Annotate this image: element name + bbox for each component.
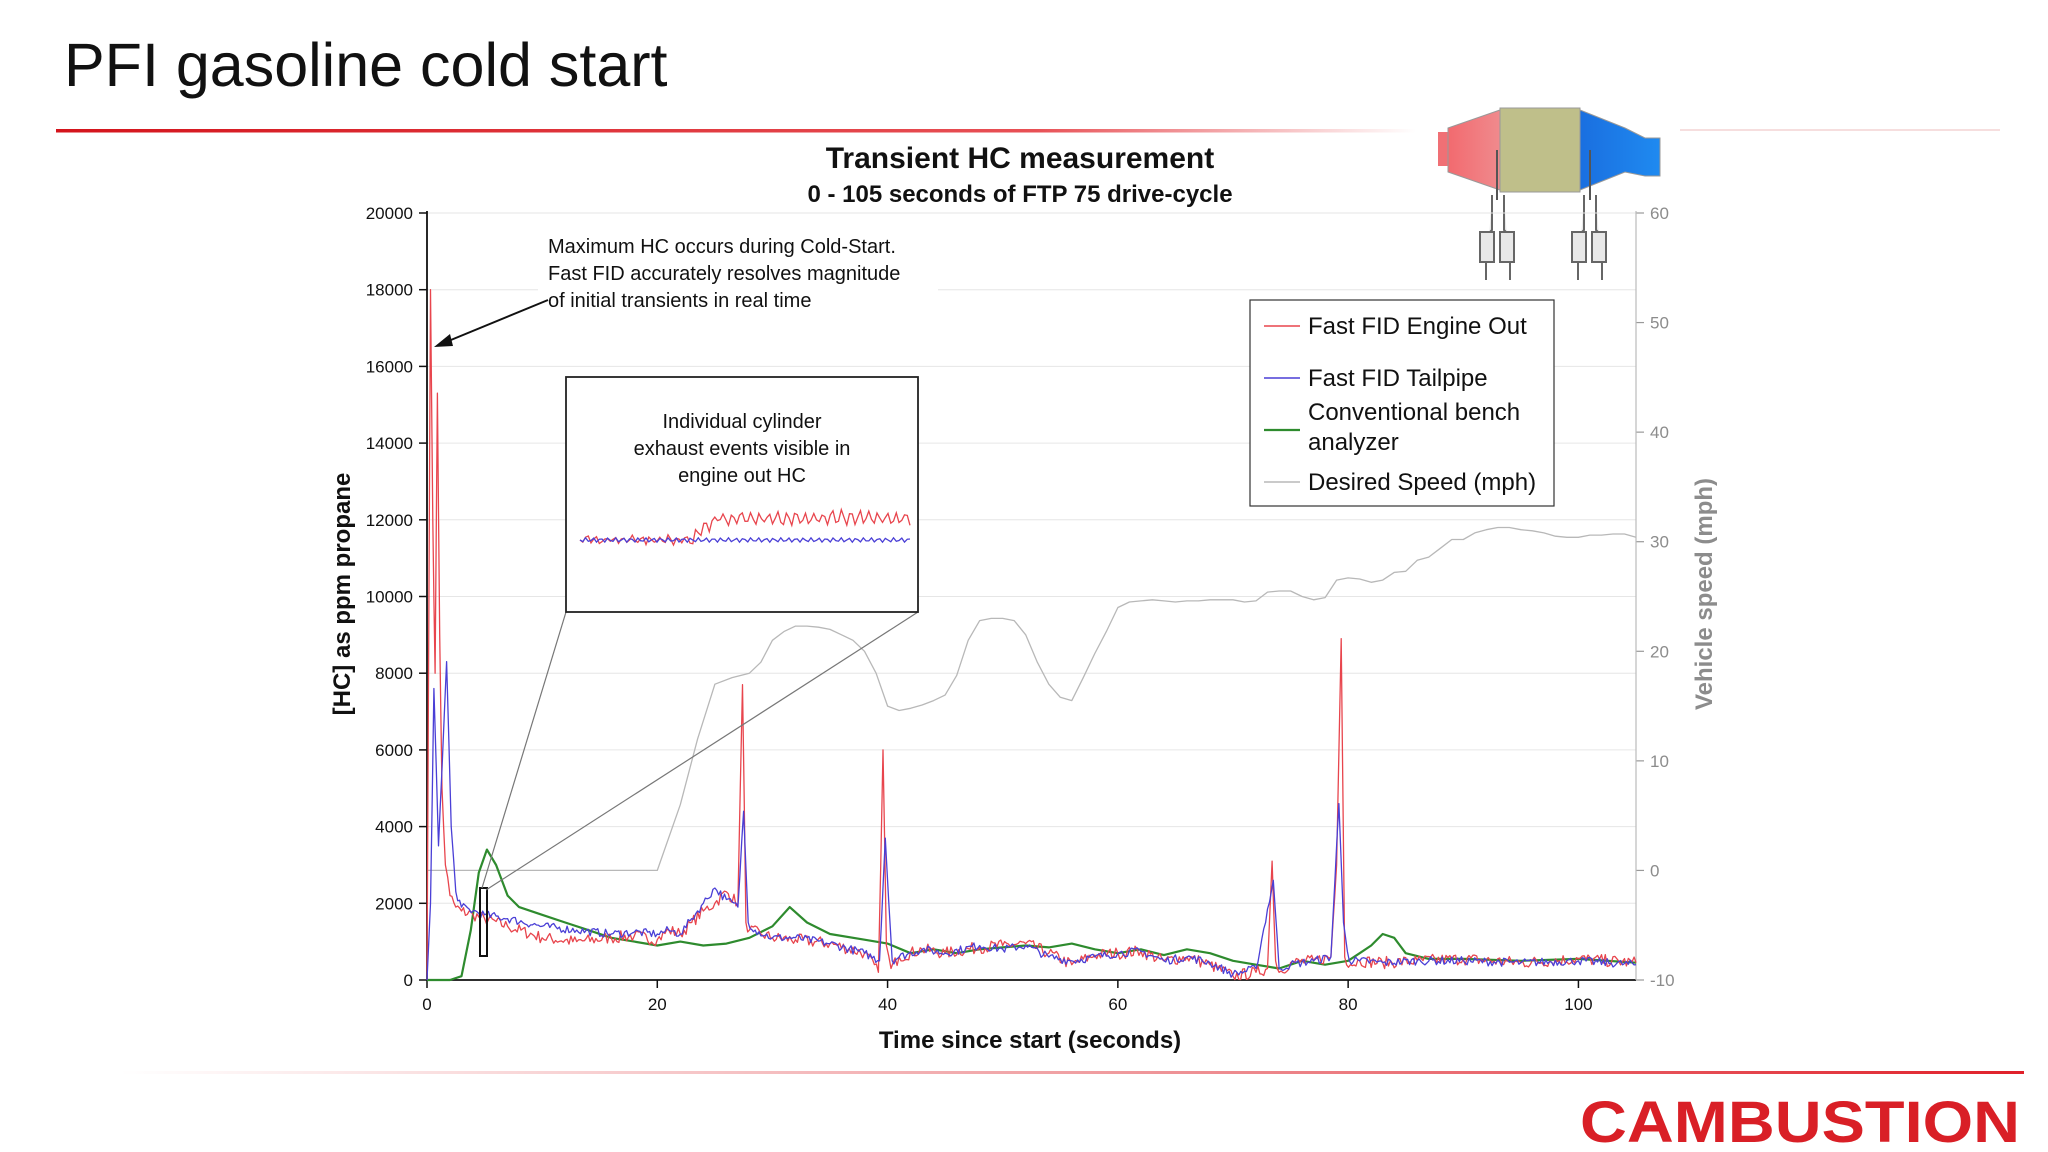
y2-tick-label: -10 — [1650, 971, 1675, 990]
chart-subtitle: 0 - 105 seconds of FTP 75 drive-cycle — [807, 181, 1232, 208]
legend-label-engine-out: Fast FID Engine Out — [1308, 313, 1527, 340]
annotation-arrow — [445, 299, 549, 343]
x-tick-label: 20 — [648, 995, 667, 1014]
y-tick-label: 6000 — [375, 741, 413, 760]
series-line-conventional-bench-analyzer — [427, 848, 1637, 982]
series-line-fast-fid-engine-out — [426, 289, 1637, 981]
logo-wordmark: CAMBUSTION — [1580, 1090, 2020, 1152]
y2-tick-label: 10 — [1650, 752, 1669, 771]
x-tick-label: 40 — [878, 995, 897, 1014]
y2-tick-label: 20 — [1650, 642, 1669, 661]
legend-item-tailpipe: Fast FID Tailpipe — [1264, 365, 1488, 392]
legend-item-bench-analyzer: Conventional bench analyzer — [1264, 399, 1520, 456]
legend-item-desired-speed: Desired Speed (mph) — [1264, 469, 1536, 496]
footer-rule — [120, 1071, 2024, 1074]
legend-item-engine-out: Fast FID Engine Out — [1264, 313, 1527, 340]
slide-title: PFI gasoline cold start — [64, 31, 668, 99]
y2-tick-label: 60 — [1650, 204, 1669, 223]
annotation-line-1: Maximum HC occurs during Cold-Start. — [548, 236, 896, 258]
legend-label-tailpipe: Fast FID Tailpipe — [1308, 365, 1488, 392]
x-tick-label: 100 — [1564, 995, 1592, 1014]
annotation-line-2: Fast FID accurately resolves magnitude — [548, 263, 900, 285]
legend: Fast FID Engine Out Fast FID Tailpipe Co… — [1249, 299, 1555, 507]
series-line-desired-speed-mph- — [427, 526, 1637, 872]
y2-tick-label: 0 — [1650, 861, 1659, 880]
y2-tick-label: 30 — [1650, 533, 1669, 552]
y-tick-label: 4000 — [375, 818, 413, 837]
series-line-fast-fid-tailpipe — [426, 661, 1637, 981]
y2-tick-label: 40 — [1650, 423, 1669, 442]
cambustion-logo: CAMBUSTION — [1580, 1090, 2020, 1152]
y-tick-label: 8000 — [375, 664, 413, 683]
y-tick-label: 18000 — [366, 281, 413, 300]
inset-engine-out-trace — [579, 507, 911, 547]
y-tick-label: 20000 — [366, 204, 413, 223]
y-axis-label: [HC] as ppm propane — [329, 473, 356, 716]
x-axis-label: Time since start (seconds) — [879, 1027, 1181, 1054]
legend-label-desired-speed: Desired Speed (mph) — [1308, 469, 1536, 496]
annotation-line-3: of initial transients in real time — [548, 290, 811, 312]
inset-tailpipe-trace — [579, 536, 911, 544]
y-tick-label: 10000 — [366, 588, 413, 607]
inset-box — [565, 376, 919, 613]
y2-axis-label: Vehicle speed (mph) — [1691, 478, 1718, 710]
legend-label-bench-analyzer: Conventional bench analyzer — [1308, 399, 1520, 456]
y2-tick-label: 50 — [1650, 314, 1669, 333]
cold-start-annotation: Maximum HC occurs during Cold-Start. Fas… — [434, 228, 938, 347]
y-tick-label: 0 — [404, 971, 413, 990]
y-tick-label: 16000 — [366, 357, 413, 376]
x-tick-label: 0 — [422, 995, 431, 1014]
inset-text-1: Individual cylinder — [663, 411, 822, 433]
y-tick-label: 12000 — [366, 511, 413, 530]
chart-title: Transient HC measurement — [826, 142, 1214, 175]
series-lines — [426, 289, 1637, 982]
inset-text-2: exhaust events visible in — [634, 438, 851, 460]
title-rule-tail — [1680, 129, 2000, 131]
zoom-callout: Individual cylinder exhaust events visib… — [479, 376, 919, 957]
x-tick-label: 60 — [1108, 995, 1127, 1014]
inset-text-3: engine out HC — [678, 465, 806, 487]
y-tick-label: 14000 — [366, 434, 413, 453]
title-rule — [56, 129, 1416, 133]
legend-box — [1249, 299, 1555, 507]
zoom-source-box — [479, 887, 488, 957]
x-tick-label: 80 — [1339, 995, 1358, 1014]
y-tick-label: 2000 — [375, 894, 413, 913]
axes: 0200040006000800010000120001400016000180… — [366, 204, 1675, 1014]
catalytic-converter-icon — [1438, 107, 1661, 280]
